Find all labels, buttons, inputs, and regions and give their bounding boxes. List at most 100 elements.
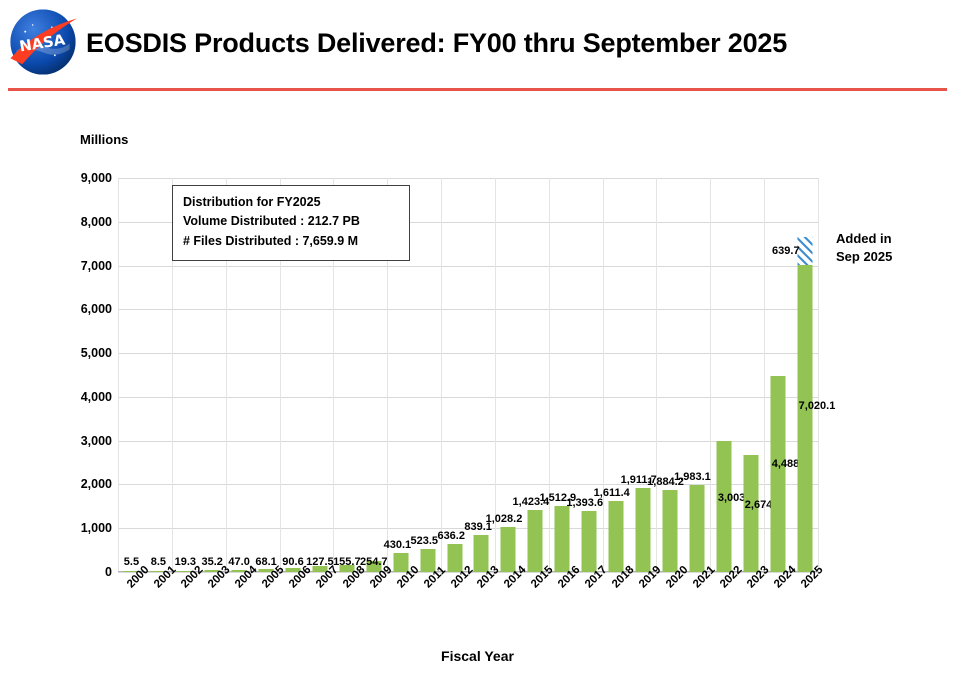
bar-value-label: 2,674.6 [744,499,782,512]
bar[interactable] [420,549,436,572]
bar-slot: 839.1 [464,178,495,572]
x-axis-title: Fiscal Year [441,648,514,664]
bar[interactable] [366,560,382,572]
bar[interactable] [500,527,516,572]
bar-slot: 68.1 [253,178,280,572]
y-axis-tick-label: 0 [105,565,112,579]
gridline [118,221,818,223]
info-box-volume-label: Volume Distributed : [183,214,308,229]
bar[interactable] [527,509,543,572]
bar[interactable] [339,565,355,572]
bar[interactable] [312,566,328,572]
bar-value-label: 1,911.7 [620,474,657,487]
bar[interactable] [743,454,759,572]
bar[interactable] [608,501,624,572]
bar-slot: 1,884.2 [647,178,684,572]
bar[interactable] [231,569,247,572]
vertical-gridline [172,178,173,572]
bar[interactable] [770,375,786,572]
added-in-sep-annotation: Added in Sep 2025 [836,230,892,265]
bar-value-label: 1,423.4 [512,495,550,508]
bar[interactable] [177,571,193,572]
bar-value-label: 1,611.4 [593,487,630,500]
vertical-gridline [280,178,281,572]
bar-slot: 1,911.7 [621,178,657,572]
y-axis-tick-label: 8,000 [80,214,112,229]
bar-value-label: 254.7 [359,556,388,568]
bar[interactable] [689,485,705,572]
bar-slot: 1,423.4 [513,178,549,572]
gridline [118,265,818,267]
bar[interactable] [554,505,570,572]
gridline [118,484,818,486]
info-box-files-label: # Files Distributed : [183,233,303,248]
bar[interactable] [447,544,463,572]
bar-slot: 4,488.4 [764,178,808,572]
bar-slot: 8.5 [145,178,172,572]
bar-slot: 430.1 [383,178,414,572]
info-box-volume-value: 212.7 PB [307,214,360,229]
bar-slot: 1,028.2 [486,178,522,572]
vertical-gridline [226,178,227,572]
gridline [118,440,818,442]
vertical-gridline [603,178,604,572]
annotation-line-1: Added in [836,231,892,246]
y-axis-tick-label: 4,000 [80,389,112,404]
axis-baseline [118,571,818,572]
distribution-info-box: Distribution for FY2025 Volume Distribut… [172,185,410,262]
vertical-gridline [549,178,550,572]
vertical-gridline [441,178,442,572]
bar-value-label: 1,884.2 [647,475,684,488]
bar[interactable] [581,511,597,572]
vertical-gridline [764,178,765,572]
bar[interactable] [123,571,139,572]
bar[interactable] [797,264,813,572]
vertical-gridline [118,178,119,572]
info-box-files: # Files Distributed : 7,659.9 M [183,232,399,251]
gridline [118,396,818,398]
bar-value-label: 1,983.1 [674,471,711,484]
bar[interactable] [393,553,409,572]
vertical-gridline [710,178,711,572]
bar-value-label: 4,488.4 [771,457,809,470]
y-axis-tick-label: 2,000 [80,477,112,492]
gridline [118,528,818,530]
y-axis-tick-label: 6,000 [80,302,112,317]
vertical-gridline [495,178,496,572]
page-header: NASA EOSDIS Products Delivered: FY00 thr… [0,0,955,88]
bar-added-segment[interactable] [797,236,813,265]
bar-value-label: 90.6 [282,556,304,568]
bar[interactable] [635,488,651,572]
y-axis-tick-label: 5,000 [80,346,112,361]
bar-value-label: 5.5 [123,556,140,568]
bar-value-label: 430.1 [383,539,412,552]
annotation-line-2: Sep 2025 [836,248,893,264]
bar-slot: 155.7 [333,178,361,572]
bar-value-label: 127.5 [306,556,334,568]
y-axis-title: Millions [80,132,129,147]
vertical-gridline [387,178,388,572]
vertical-gridline [333,178,334,572]
bar-value-label: 8.5 [150,556,167,568]
bar[interactable] [150,571,166,572]
bar[interactable] [716,440,732,572]
bar-value-label: 35.2 [201,556,223,568]
bar-added-label: 639.7 [772,244,800,257]
bar-slot: 47.0 [226,178,253,572]
info-box-volume: Volume Distributed : 212.7 PB [183,212,399,231]
vertical-gridline [818,178,819,572]
bar[interactable] [285,568,301,572]
bar[interactable] [662,489,678,572]
bar-slot: 1,393.6 [566,178,603,572]
bar-slot: 2,674.6 [737,178,782,572]
bar-slot: 1,611.4 [594,178,630,572]
gridline [118,178,818,179]
vertical-gridline [656,178,657,572]
bar[interactable] [473,535,489,572]
bar[interactable] [204,570,220,572]
bar-slot: 3,003.2 [710,178,755,572]
bar-value-label: 47.0 [228,556,250,568]
bar-value-label: 7,020.1 [798,400,836,413]
bar[interactable] [258,569,274,572]
gridline [118,309,818,311]
